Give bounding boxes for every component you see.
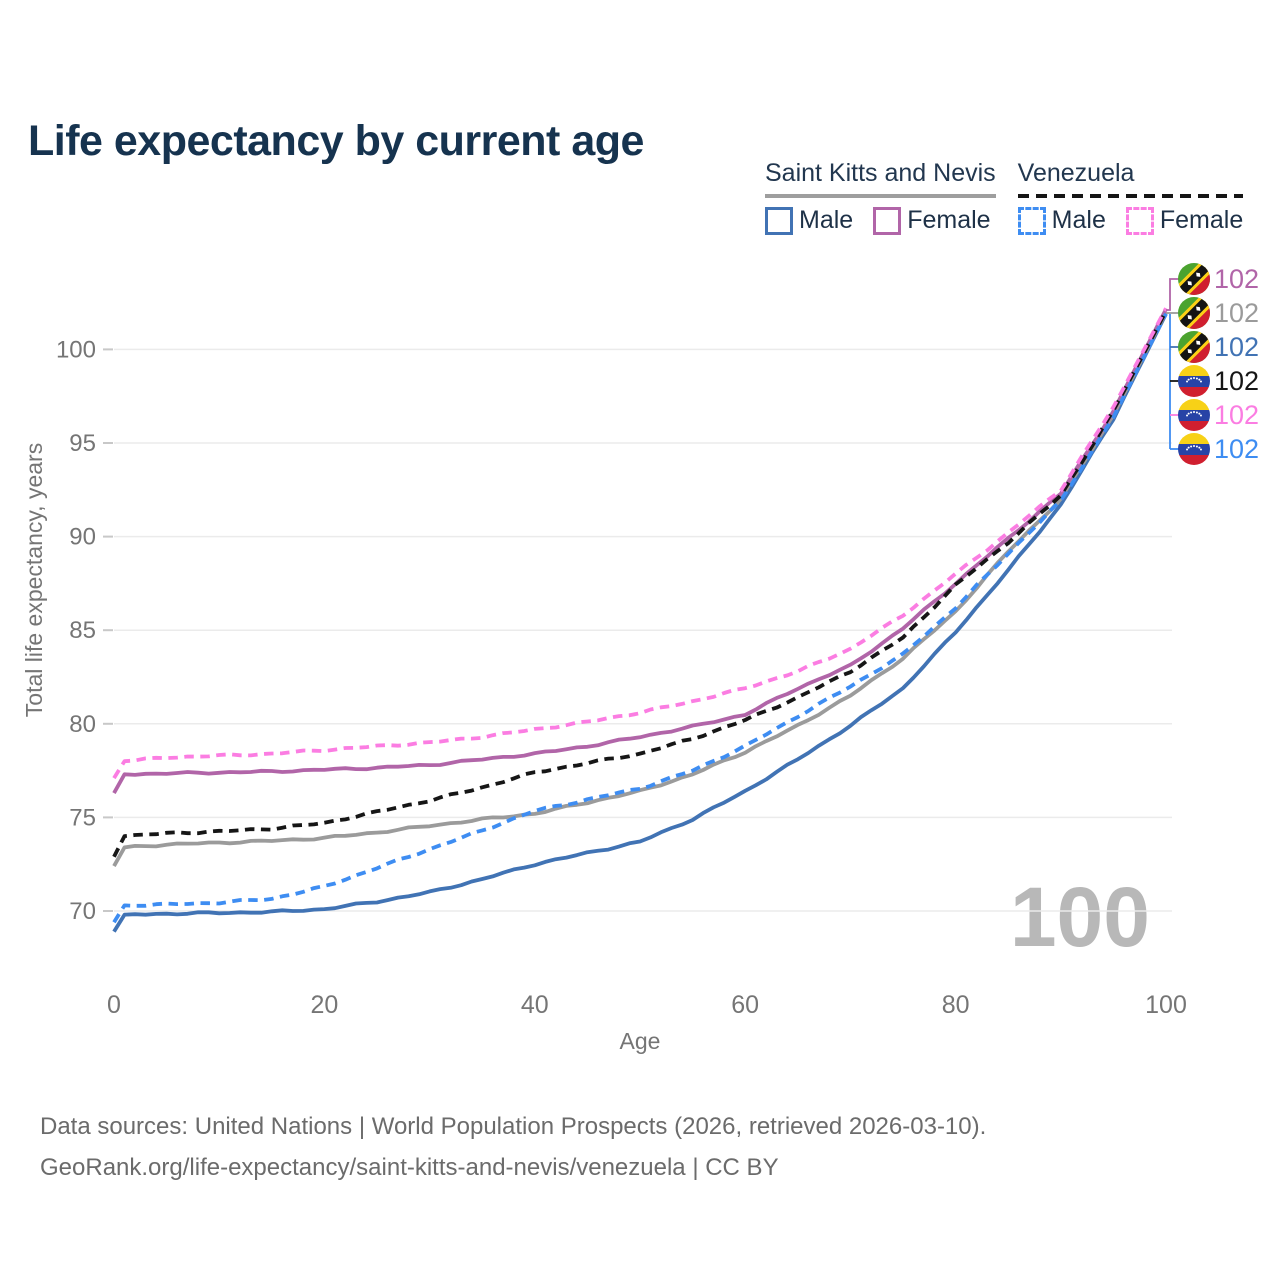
end-label-ven_female: 102 bbox=[1214, 400, 1259, 430]
male-solid-swatch bbox=[765, 206, 793, 235]
legend-country-label-skn: Saint Kitts and Nevis bbox=[765, 159, 996, 187]
flag-icon-venezuela bbox=[1178, 399, 1210, 431]
flag-icon-venezuela bbox=[1178, 433, 1210, 465]
female-solid-swatch bbox=[873, 206, 902, 235]
x-tick-label: 100 bbox=[1145, 991, 1187, 1019]
series-skn_both bbox=[112, 311, 1168, 868]
legend-group-venezuela: Venezuela Male Female bbox=[1017, 159, 1244, 235]
series-skn_male bbox=[112, 312, 1168, 933]
legend-item-label: Male bbox=[1051, 206, 1106, 234]
flag-icon-venezuela bbox=[1178, 365, 1210, 397]
y-tick-label: 100 bbox=[56, 336, 96, 363]
legend-item-skn-female[interactable]: Female bbox=[873, 206, 991, 235]
x-tick-label: 0 bbox=[107, 991, 121, 1019]
female-dashed-swatch bbox=[1125, 206, 1154, 235]
end-label-skn_female: 102 bbox=[1214, 264, 1259, 294]
legend-item-skn-male[interactable]: Male bbox=[765, 206, 853, 235]
legend-group-saint-kitts-and-nevis: Saint Kitts and Nevis Male Female bbox=[765, 159, 996, 235]
y-tick-label: 75 bbox=[69, 804, 96, 831]
x-tick-label: 80 bbox=[942, 991, 970, 1019]
end-label-ven_both: 102 bbox=[1214, 366, 1259, 396]
x-tick-label: 40 bbox=[521, 991, 549, 1019]
footer: Data sources: United Nations | World Pop… bbox=[40, 1106, 986, 1188]
legend: Saint Kitts and Nevis Male Female Venezu… bbox=[765, 159, 1244, 235]
legend-item-label: Female bbox=[1159, 206, 1244, 234]
x-axis-label: Age bbox=[620, 1028, 661, 1054]
legend-item-venezuela-female[interactable]: Female bbox=[1125, 206, 1244, 235]
flag-icon-saint-kitts-and-nevis bbox=[1178, 263, 1210, 295]
legend-underline-solid bbox=[765, 194, 996, 198]
legend-underline-dashed bbox=[1017, 194, 1244, 198]
series-skn_female bbox=[112, 308, 1168, 795]
footer-data-sources: Data sources: United Nations | World Pop… bbox=[40, 1113, 987, 1140]
y-tick-label: 80 bbox=[69, 711, 96, 738]
y-tick-label: 90 bbox=[69, 524, 96, 551]
flag-icon-saint-kitts-and-nevis bbox=[1178, 297, 1210, 329]
age-watermark: 100 bbox=[1010, 870, 1150, 964]
flag-icon-saint-kitts-and-nevis bbox=[1178, 331, 1210, 363]
end-label-ven_male: 102 bbox=[1214, 434, 1259, 464]
y-tick-label: 85 bbox=[69, 617, 96, 644]
y-axis-label: Total life expectancy, years bbox=[21, 443, 47, 717]
gridlines: 70 75 80 85 90 95 100 0 20 40 60 80 100 bbox=[56, 336, 1187, 1019]
series-ven_female bbox=[112, 307, 1168, 780]
footer-attribution: GeoRank.org/life-expectancy/saint-kitts-… bbox=[40, 1154, 779, 1181]
legend-item-venezuela-male[interactable]: Male bbox=[1017, 206, 1106, 235]
end-label-skn_both: 102 bbox=[1214, 298, 1259, 328]
end-label-skn_male: 102 bbox=[1214, 332, 1259, 362]
x-tick-label: 20 bbox=[310, 991, 338, 1019]
y-tick-label: 70 bbox=[69, 898, 96, 925]
legend-item-label: Male bbox=[799, 206, 854, 234]
legend-item-label: Female bbox=[907, 206, 991, 234]
male-dashed-swatch bbox=[1017, 206, 1046, 235]
series-ven_both bbox=[112, 310, 1168, 858]
legend-country-label-venezuela: Venezuela bbox=[1017, 159, 1135, 187]
y-tick-label: 95 bbox=[69, 430, 96, 457]
x-tick-label: 60 bbox=[731, 991, 759, 1019]
end-label-connectors bbox=[1166, 278, 1179, 450]
page-title: Life expectancy by current age bbox=[28, 116, 644, 165]
series-ven_male bbox=[112, 312, 1168, 924]
